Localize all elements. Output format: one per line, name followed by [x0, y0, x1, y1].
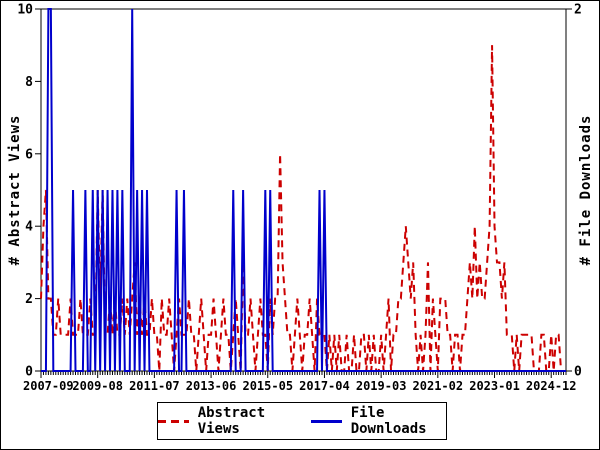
right-tick-label: 0 [574, 365, 582, 380]
left-tick-label: 4 [25, 220, 33, 235]
left-tick-label: 8 [25, 75, 33, 90]
x-tick-label: 2023-01 [469, 379, 520, 393]
left-tick-label: 10 [17, 3, 33, 18]
left-tick-label: 6 [25, 147, 33, 162]
x-tick-label: 2024-12 [526, 379, 577, 393]
legend-label: File Downloads [350, 405, 427, 437]
x-tick-label: 2011-07 [129, 379, 180, 393]
left-tick-label: 0 [25, 365, 33, 380]
legend-item-abstract-views: Abstract Views [158, 405, 293, 437]
dashed-line-swatch [158, 419, 189, 423]
x-tick-label: 2013-06 [186, 379, 237, 393]
left-tick-label: 2 [25, 292, 33, 307]
x-tick-label: 2019-03 [356, 379, 407, 393]
legend-label: Abstract Views [197, 405, 266, 437]
chart-legend: Abstract Views File Downloads [157, 402, 447, 440]
x-tick-label: 2015-05 [242, 379, 293, 393]
file-downloads-line [41, 8, 566, 372]
x-tick-label: 2009-08 [72, 379, 123, 393]
solid-line-swatch [311, 419, 342, 423]
legend-item-file-downloads: File Downloads [311, 405, 446, 437]
x-tick-label: 2007-09 [23, 379, 74, 393]
x-tick-label: 2017-04 [299, 379, 350, 393]
abstract-views-line [40, 45, 566, 372]
x-tick-label: 2021-02 [413, 379, 464, 393]
right-tick-label: 2 [574, 3, 582, 18]
